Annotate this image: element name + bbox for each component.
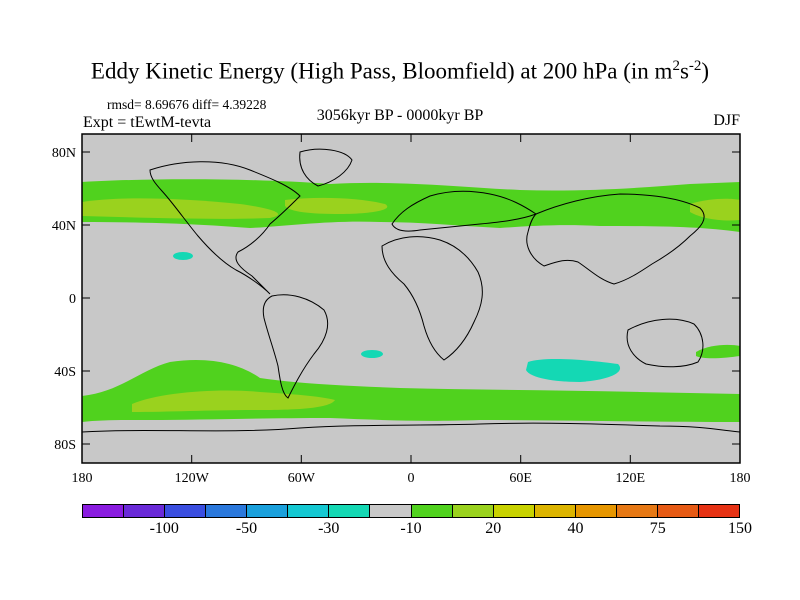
colorbar-swatch-9 — [452, 505, 494, 517]
colorbar-swatch-15 — [698, 505, 739, 517]
lon-label-60w: 60W — [288, 471, 316, 486]
nh-pacific-core — [82, 198, 279, 219]
lon-label-120w: 120W — [175, 471, 210, 486]
colorbar-swatch-8 — [411, 505, 453, 517]
lat-label-80s: 80S — [54, 438, 76, 453]
coast-australia — [626, 318, 704, 368]
coast-africa — [381, 236, 483, 361]
lon-label-180e: 180 — [730, 471, 751, 486]
lat-label-80n: 80N — [52, 146, 76, 161]
lat-tick-labels: 80N 40N 0 40S 80S — [52, 146, 76, 453]
colorbar-swatch-6 — [329, 505, 371, 517]
indian-ocean-negative-patch — [526, 358, 621, 382]
colorbar-swatch-3 — [206, 505, 248, 517]
lat-tick-marks — [82, 151, 740, 445]
lat-label-40s: 40S — [54, 365, 76, 380]
colorbar-label-1: -50 — [235, 520, 258, 537]
colorbar-swatch-12 — [575, 505, 617, 517]
colorbar-label-2: -30 — [318, 520, 340, 537]
colorbar-swatch-13 — [616, 505, 658, 517]
colorbar-label-6: 75 — [649, 520, 666, 537]
colorbar-label-3: -10 — [400, 520, 422, 537]
colorbar-swatch-4 — [247, 505, 289, 517]
coast-north-america — [149, 161, 301, 295]
colorbar-swatch-1 — [124, 505, 166, 517]
colorbar-label-4: 20 — [485, 520, 502, 537]
lat-label-40n: 40N — [52, 219, 76, 234]
colorbar-swatch-14 — [657, 505, 699, 517]
tropical-negative-patch — [173, 252, 193, 260]
colorbar-label-0: -100 — [149, 520, 179, 537]
nh-eastpacific-core — [690, 198, 740, 221]
coastlines — [82, 148, 740, 433]
colorbar-swatch-5 — [288, 505, 330, 517]
colorbar-swatch-7 — [370, 505, 412, 517]
coast-south-america — [262, 294, 329, 399]
lon-label-180w: 180 — [72, 471, 93, 486]
colorbar-swatch-2 — [165, 505, 207, 517]
period-label: 3056kyr BP - 0000kyr BP — [316, 107, 484, 124]
nh-atlantic-core — [285, 197, 388, 214]
chart-title: Eddy Kinetic Energy (High Pass, Bloomfie… — [90, 58, 710, 84]
map-panel — [82, 134, 740, 463]
colorbar-label-7: 150 — [728, 520, 752, 537]
colorbar-swatch-11 — [534, 505, 576, 517]
south-atlantic-negative-patch — [361, 350, 383, 358]
lon-tick-marks — [81, 134, 741, 463]
coast-greenland — [299, 148, 353, 187]
colorbar-label-5: 40 — [567, 520, 584, 537]
colorbar-swatch-0 — [83, 505, 125, 517]
lon-tick-labels: 180 120W 60W 0 60E 120E 180 — [72, 471, 751, 486]
season-label: DJF — [713, 112, 740, 129]
lon-label-60e: 60E — [509, 471, 532, 486]
lat-label-0: 0 — [69, 292, 76, 307]
colorbar — [82, 504, 740, 518]
coast-antarctica — [82, 422, 740, 433]
lon-label-120e: 120E — [616, 471, 646, 486]
stats-text: rmsd= 8.69676 diff= 4.39228 — [107, 97, 267, 112]
lon-label-0: 0 — [408, 471, 415, 486]
experiment-label: Expt = tEwtM-tevta — [83, 114, 212, 131]
tasman-positive-patch — [696, 344, 740, 359]
coast-asia — [526, 193, 705, 285]
sh-pacific-core — [132, 390, 335, 412]
colorbar-swatch-10 — [493, 505, 535, 517]
